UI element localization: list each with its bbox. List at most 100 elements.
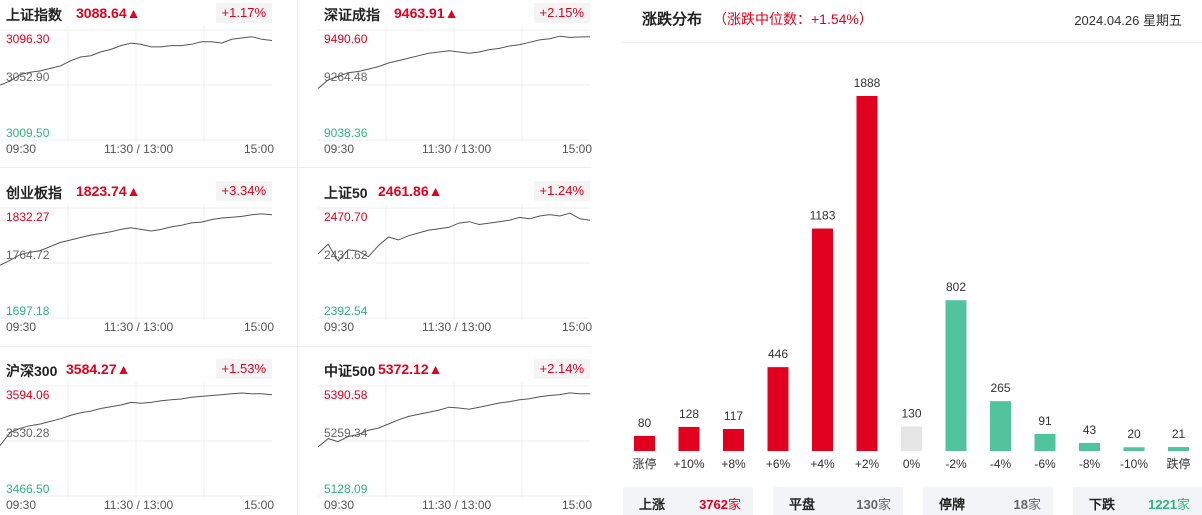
summary-label: 下跌 — [1089, 497, 1116, 512]
x-label-close: 15:00 — [562, 142, 593, 156]
summary-up-box: 上涨 3762家 — [623, 487, 753, 515]
x-label-open: 09:30 — [6, 498, 37, 512]
x-label-midday: 11:30 / 13:00 — [104, 142, 174, 156]
index-intraday-chart — [0, 382, 272, 498]
y-min-label: 3009.50 — [6, 126, 50, 140]
index-price: 9463.91▲ — [394, 5, 459, 21]
bar-category-label: 0% — [903, 457, 921, 471]
distribution-date: 2024.04.26 星期五 — [1074, 13, 1182, 28]
index-name: 中证500 — [324, 363, 376, 379]
bar-value-label: 117 — [724, 409, 743, 423]
price-line — [318, 35, 590, 89]
index-change-pct: +3.34% — [215, 181, 272, 201]
summary-value: 1221家 — [1148, 497, 1190, 512]
x-label-midday: 11:30 / 13:00 — [104, 320, 174, 334]
index-header: 中证500 5372.12▲ +2.14% — [318, 356, 590, 382]
index-change-pct: +1.53% — [215, 359, 272, 379]
y-min-label: 9038.36 — [324, 126, 368, 140]
y-mid-label: 2431.62 — [324, 248, 368, 262]
price-line — [0, 36, 272, 86]
bar-category-label: +4% — [810, 457, 835, 471]
distribution-bar — [723, 429, 744, 451]
distribution-bar — [945, 300, 967, 451]
bar-value-label: 265 — [990, 381, 1010, 395]
bar-value-label: 802 — [946, 280, 966, 294]
price-line — [318, 212, 590, 262]
distribution-bar — [856, 96, 878, 451]
summary-label: 平盘 — [789, 497, 816, 512]
distribution-title: 涨跌分布 — [642, 11, 703, 28]
x-label-open: 09:30 — [6, 142, 37, 156]
index-change-pct: +2.14% — [533, 359, 590, 379]
index-card[interactable]: 上证指数 3088.64▲ +1.17% 3096.30 3052.90 3009.50 0… — [0, 0, 275, 160]
x-label-close: 15:00 — [244, 498, 275, 512]
summary-down-box: 下跌 1221家 — [1073, 487, 1202, 515]
index-header: 上证50 2461.86▲ +1.24% — [318, 178, 590, 204]
index-header: 深证成指 9463.91▲ +2.15% — [318, 0, 590, 26]
x-label-close: 15:00 — [244, 142, 275, 156]
index-header: 沪深300 3584.27▲ +1.53% — [0, 356, 272, 382]
x-label-close: 15:00 — [562, 320, 593, 334]
bar-category-label: +6% — [766, 457, 791, 471]
index-change-pct: +1.24% — [533, 181, 590, 201]
distribution-bar — [901, 426, 922, 451]
y-min-label: 5128.09 — [324, 482, 368, 496]
row-divider — [0, 346, 591, 347]
summary-label: 上涨 — [639, 497, 666, 512]
bar-category-label: -4% — [990, 457, 1012, 471]
bar-value-label: 1888 — [854, 76, 881, 90]
y-mid-label: 1764.72 — [6, 248, 50, 262]
price-line — [318, 392, 590, 448]
x-label-midday: 11:30 / 13:00 — [422, 142, 492, 156]
index-price: 5372.12▲ — [378, 361, 443, 377]
index-change-pct: +1.17% — [215, 3, 272, 23]
index-header: 上证指数 3088.64▲ +1.17% — [0, 0, 272, 26]
header-divider — [622, 42, 1202, 43]
summary-value: 18家 — [1013, 497, 1041, 512]
x-label-close: 15:00 — [562, 498, 593, 512]
index-price: 1823.74▲ — [76, 183, 141, 199]
y-mid-label: 5259.34 — [324, 426, 368, 440]
x-label-midday: 11:30 / 13:00 — [422, 320, 492, 334]
row-divider — [0, 167, 591, 168]
index-name: 上证指数 — [6, 7, 62, 23]
index-price: 2461.86▲ — [378, 183, 443, 199]
distribution-bar — [634, 435, 655, 451]
y-max-label: 1832.27 — [6, 210, 50, 224]
bar-category-label: 跌停 — [1166, 456, 1190, 471]
index-price: 3584.27▲ — [66, 361, 131, 377]
x-label-open: 09:30 — [6, 320, 37, 334]
y-max-label: 2470.70 — [324, 210, 368, 224]
index-card[interactable]: 深证成指 9463.91▲ +2.15% 9490.60 9264.48 9038.36 0… — [318, 0, 593, 160]
summary-suspended-box: 停牌 18家 — [923, 487, 1053, 515]
index-intraday-chart — [0, 204, 272, 320]
bar-category-label: -2% — [945, 457, 967, 471]
bar-value-label: 80 — [638, 416, 652, 430]
y-max-label: 3594.06 — [6, 388, 50, 402]
bar-value-label: 128 — [679, 407, 699, 421]
y-min-label: 3466.50 — [6, 482, 50, 496]
index-price: 3088.64▲ — [76, 5, 141, 21]
distribution-bar-chart: 80 涨停 128 +10% 117 +8% 446 +6% 1183 +4% 1888 +2% 130… — [632, 76, 1190, 471]
index-card[interactable]: 创业板指 1823.74▲ +3.34% 1832.27 1764.72 1697.18 0… — [0, 178, 275, 338]
y-min-label: 2392.54 — [324, 304, 368, 318]
bar-value-label: 1183 — [810, 209, 836, 223]
distribution-bar — [812, 228, 833, 451]
y-mid-label: 3052.90 — [6, 70, 50, 84]
index-change-pct: +2.15% — [533, 3, 590, 23]
index-intraday-chart — [318, 382, 590, 498]
bar-category-label: +2% — [855, 457, 880, 471]
summary-label: 停牌 — [939, 497, 966, 512]
x-label-open: 09:30 — [324, 320, 355, 334]
index-card[interactable]: 上证50 2461.86▲ +1.24% 2470.70 2431.62 2392.54 0… — [318, 178, 593, 338]
column-divider — [297, 0, 298, 515]
y-max-label: 5390.58 — [324, 388, 368, 402]
index-card[interactable]: 沪深300 3584.27▲ +1.53% 3594.06 3530.28 3466.50… — [0, 356, 275, 515]
y-max-label: 9490.60 — [324, 32, 368, 46]
x-label-midday: 11:30 / 13:00 — [104, 498, 174, 512]
x-label-close: 15:00 — [244, 320, 275, 334]
index-name: 上证50 — [324, 185, 368, 201]
bar-category-label: +8% — [721, 457, 746, 471]
index-intraday-chart — [318, 204, 590, 320]
index-card[interactable]: 中证500 5372.12▲ +2.14% 5390.58 5259.34 5128.09… — [318, 356, 593, 515]
